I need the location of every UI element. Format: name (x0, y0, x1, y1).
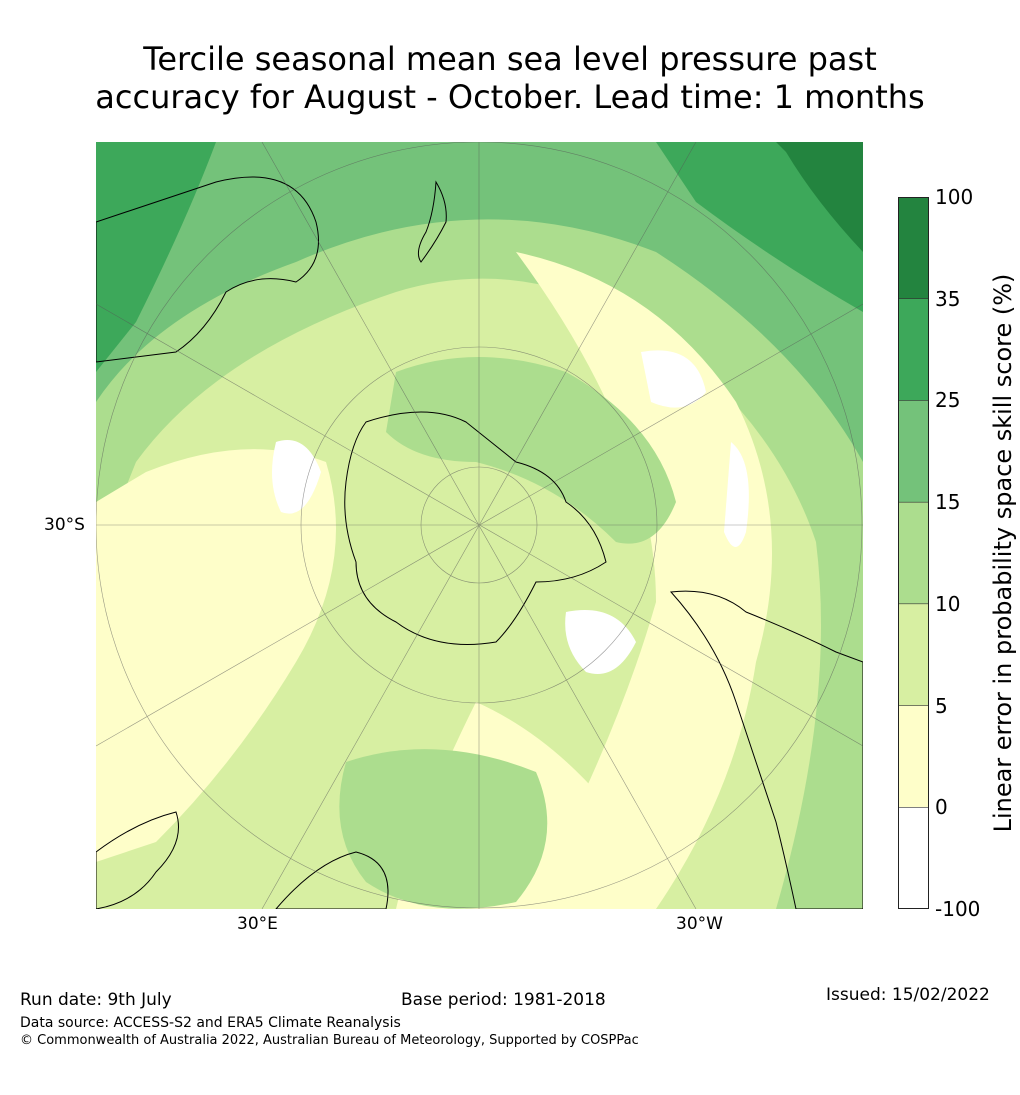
copyright: © Commonwealth of Australia 2022, Austra… (20, 1033, 639, 1048)
band-dark-nw (96, 142, 216, 372)
colorbar-tick-label: 0 (935, 795, 948, 820)
lon-label-30e: 30°E (237, 914, 278, 934)
land-south-america (669, 590, 863, 909)
colorbar-segment (898, 502, 929, 605)
colorbar-label: Linear error in probability space skill … (989, 273, 1017, 833)
land-antarctica (344, 411, 607, 645)
title-line-2: accuracy for August - October. Lead time… (95, 78, 925, 116)
issued-date: Issued: 15/02/2022 (826, 985, 990, 1005)
polar-map (96, 142, 863, 909)
colorbar-tick-label: 25 (935, 388, 961, 413)
colorbar-segment (898, 400, 929, 503)
colorbar-segment (898, 807, 929, 909)
lon-label-30w: 30°W (676, 914, 723, 934)
lat-label-30s: 30°S (44, 515, 85, 535)
band-mid-ring (386, 357, 676, 544)
band-white-east2 (724, 442, 749, 547)
colorbar-tick-label: 100 (935, 185, 974, 209)
colorbar-segment (898, 603, 929, 707)
run-date: Run date: 9th July (20, 990, 172, 1010)
colorbar-tick-label: 15 (935, 490, 961, 515)
colorbar (898, 197, 929, 909)
colorbar-segment (898, 298, 929, 401)
colorbar-segment (898, 197, 929, 300)
band-white-west (272, 440, 321, 514)
colorbar-tick-label: 5 (935, 693, 948, 718)
band-pale-east (516, 252, 772, 909)
colorbar-tick-label: 35 (935, 286, 961, 311)
band-darkest-ne (776, 142, 863, 252)
land-new-zealand (417, 180, 447, 263)
land-australia (96, 176, 319, 363)
graticule (96, 142, 863, 909)
base-period: Base period: 1981-2018 (401, 990, 606, 1010)
colorbar-segment (898, 705, 929, 808)
chart-title: Tercile seasonal mean sea level pressure… (0, 40, 1020, 116)
colorbar-tick-label: 10 (935, 591, 961, 616)
title-line-1: Tercile seasonal mean sea level pressure… (143, 40, 877, 78)
data-source: Data source: ACCESS-S2 and ERA5 Climate … (20, 1015, 401, 1031)
band-white-east (641, 350, 706, 408)
band-pale-west (96, 449, 336, 862)
band-white-south (565, 610, 636, 674)
band-mid-south (339, 749, 548, 909)
colorbar-tick-label: -100 (935, 897, 981, 921)
land-africa (96, 811, 389, 909)
